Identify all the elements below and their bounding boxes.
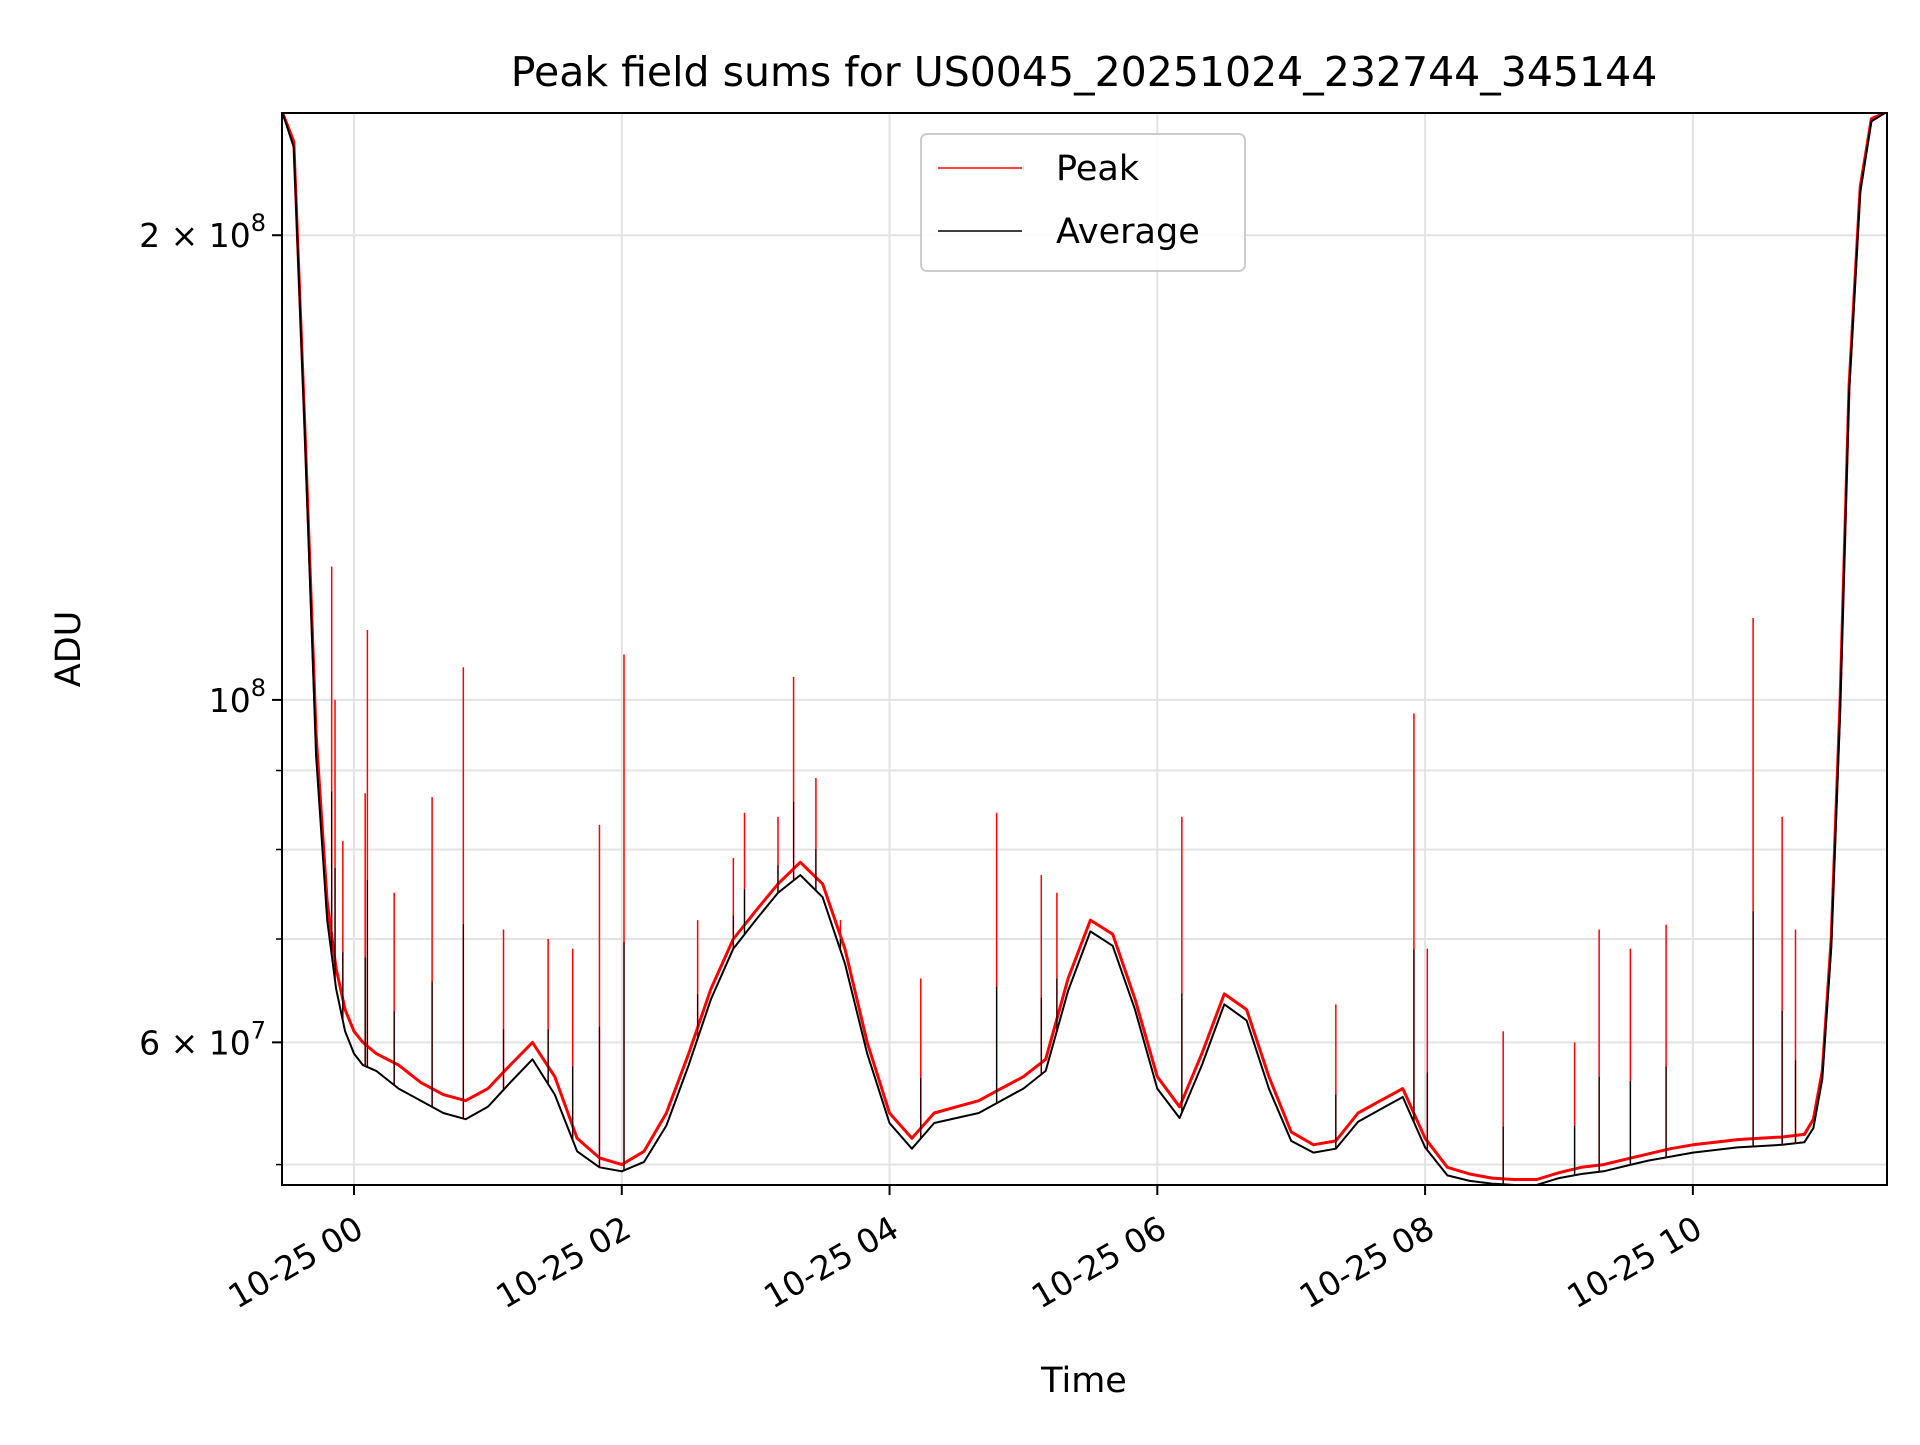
- y-tick-label-mantissa: 6 × 10: [139, 1023, 251, 1062]
- peak-line: [282, 113, 1886, 1181]
- y-tick-label: 6 × 107: [139, 1016, 266, 1062]
- y-tick-label-mantissa: 10: [209, 681, 251, 720]
- y-tick-label: 108: [209, 674, 266, 720]
- y-axis-label: ADU: [49, 611, 89, 688]
- y-tick-label-exponent: 8: [251, 209, 266, 237]
- y-tick-label-exponent: 7: [251, 1016, 266, 1044]
- legend-peak-label: Peak: [1056, 149, 1140, 189]
- legend: Peak Average: [920, 133, 1246, 272]
- y-tick-label: 2 × 108: [139, 209, 266, 255]
- plot-frame: [281, 112, 1888, 1186]
- y-tick-label-mantissa: 2 × 10: [139, 216, 251, 255]
- series-layer: [282, 113, 1886, 1185]
- x-axis-label: Time: [1040, 1361, 1127, 1401]
- y-tick-label-exponent: 8: [251, 674, 266, 702]
- chart-title: Peak field sums for US0045_20251024_2327…: [511, 48, 1658, 96]
- grid: [282, 113, 1887, 1185]
- legend-average-label: Average: [1056, 212, 1200, 252]
- average-line: [282, 113, 1886, 1185]
